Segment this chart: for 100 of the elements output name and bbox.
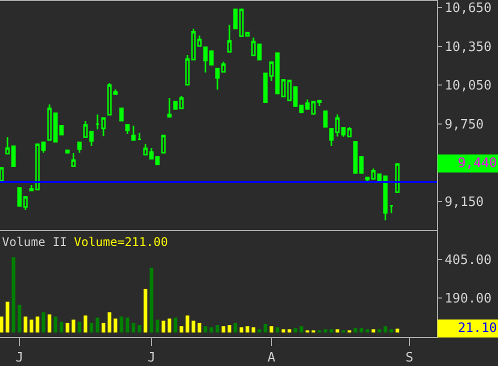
candlestick [323,110,328,128]
candlestick [59,125,64,136]
candlestick [167,97,172,118]
bar [354,328,358,332]
bar [30,320,34,332]
bar [126,318,130,332]
candlestick [71,152,76,168]
bar [24,316,28,332]
bar [174,318,178,332]
bar [132,322,136,332]
bar [222,326,226,332]
bar [204,326,208,332]
bar [216,325,220,332]
bar [372,329,376,332]
x-tick-label: J [148,350,156,366]
bar [180,326,184,332]
bar [138,325,142,332]
bar [378,329,382,332]
chart-title: Volume II [2,235,68,249]
candlestick [11,145,16,168]
bar [6,302,10,332]
candlestick [389,204,394,214]
candlestick [119,108,124,122]
bar [210,327,214,332]
bar [294,328,298,332]
bar [120,316,124,332]
bar [324,329,328,332]
bar [330,329,334,332]
bar [18,304,22,332]
bar [390,329,394,332]
bar [396,328,400,332]
bar [156,320,160,332]
candlestick [83,120,88,138]
bar [366,329,370,332]
candlestick [65,150,70,154]
bar [108,312,112,332]
candlestick [101,117,106,137]
candlestick [23,196,28,211]
bar [336,329,340,332]
bar [384,326,388,332]
bar [300,326,304,332]
y-tick-label: 10,650 [444,1,492,16]
bar [258,329,262,332]
bar [84,315,88,332]
bar [240,327,244,332]
y-tick-label: 10,350 [444,40,492,55]
bar [36,316,40,332]
bar [54,316,58,332]
x-tick-label: J [16,350,24,366]
bar [114,318,118,332]
candlestick [227,24,232,53]
bar [270,326,274,332]
bar [102,322,106,332]
bar [168,318,172,332]
bar [186,315,190,332]
text: 9,440 [458,156,497,171]
bar [162,320,166,332]
bar [198,322,202,332]
bar [0,316,4,332]
y-tick-label: 405.00 [444,252,492,268]
bar [12,257,16,332]
bar [66,322,70,332]
bar [96,318,100,332]
y-tick-label: 9,150 [444,195,484,210]
candlestick [131,125,136,141]
bar [144,288,148,332]
candlestick [107,82,112,116]
candlestick [95,114,100,130]
x-tick-label: A [268,350,276,366]
bar [72,320,76,332]
bar [246,326,250,332]
bar [282,329,286,332]
candlestick [17,187,22,207]
y-tick-label: 9,750 [444,117,484,132]
candlestick [89,130,94,147]
candlestick [125,124,130,135]
bar [78,322,82,332]
bar [48,314,52,332]
y-tick-label: 10,050 [444,78,492,94]
candlestick [395,163,400,193]
annotation: Volume=211.00 [74,235,168,249]
bar [42,312,46,332]
text: 21.10 [458,321,497,336]
candlestick [5,136,10,154]
candlestick [77,142,82,154]
candlestick [161,134,166,154]
bar [288,329,292,332]
bar [228,325,232,332]
candlestick [41,142,46,154]
bar [90,322,94,332]
bar [192,320,196,332]
candlestick [143,144,148,156]
bar [234,322,238,332]
bar [252,327,256,332]
candlestick [113,88,118,95]
y-tick-label: 190.00 [444,292,492,307]
candlestick [47,104,52,141]
bar [60,322,64,332]
bar [150,268,154,332]
x-tick-label: S [405,350,414,366]
